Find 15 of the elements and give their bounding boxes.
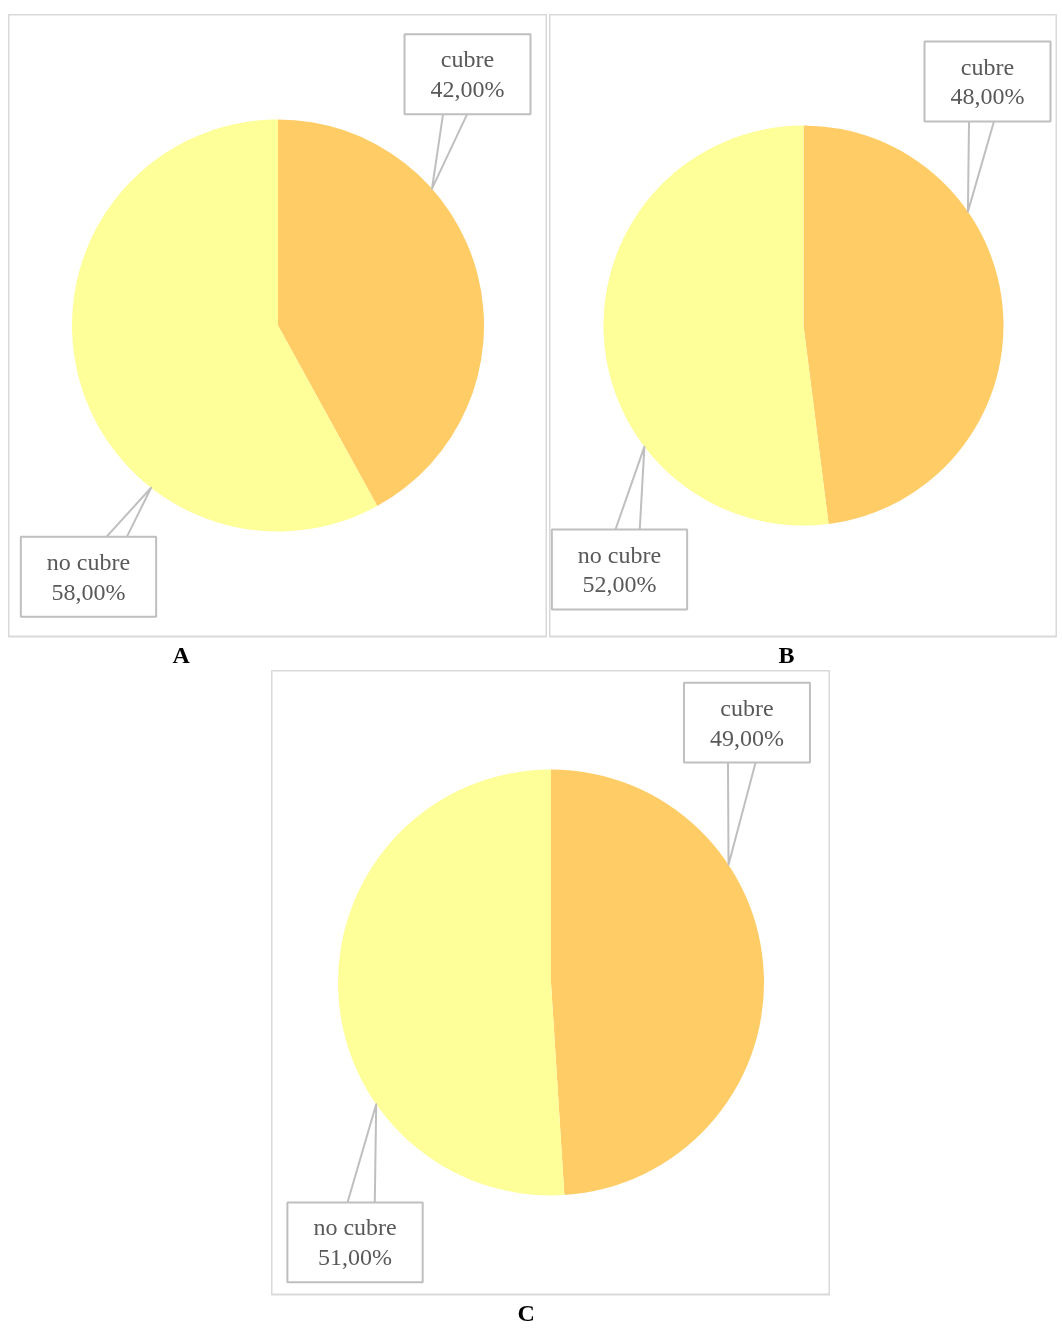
slice-label: no cubre xyxy=(46,548,131,575)
slice-label: cubre xyxy=(720,694,774,721)
data-label: 51,00% xyxy=(318,1244,393,1271)
slice-label: cubre xyxy=(960,53,1015,80)
slice-label: no cubre xyxy=(577,541,662,568)
slice-label: cubre xyxy=(440,46,495,73)
data-label: 52,00% xyxy=(582,571,657,598)
data-label: 42,00% xyxy=(430,76,505,103)
data-label: 49,00% xyxy=(709,724,784,751)
text: C xyxy=(517,1299,535,1326)
text: B xyxy=(778,641,795,668)
data-label: 58,00% xyxy=(51,578,126,605)
text: A xyxy=(172,641,191,668)
data-label: 48,00% xyxy=(950,83,1025,110)
slice-label: no cubre xyxy=(313,1214,397,1241)
